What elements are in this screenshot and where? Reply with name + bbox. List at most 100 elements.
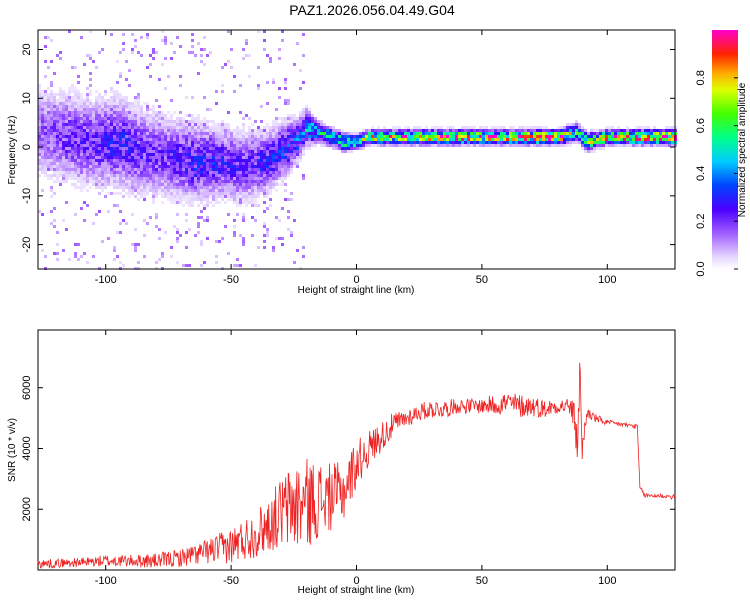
spectrogram-cell <box>119 120 122 123</box>
spectrogram-cell <box>473 135 476 138</box>
spectrogram-cell <box>92 108 95 111</box>
spectrogram-cell <box>281 144 284 147</box>
spectrogram-cell <box>134 108 137 111</box>
spectrogram-cell <box>356 141 359 144</box>
spectrogram-cell <box>230 138 233 141</box>
spectrogram-cell <box>170 201 173 204</box>
spectrogram-cell <box>122 177 125 180</box>
spectrogram-cell <box>245 153 248 156</box>
spectrogram-cell <box>107 147 110 150</box>
spectrogram-cell <box>71 132 74 135</box>
spectrogram-cell <box>59 57 62 60</box>
spectrogram-cell <box>191 51 194 54</box>
spectrogram-cell <box>215 198 218 201</box>
spectrogram-cell <box>140 105 143 108</box>
spectrogram-cell <box>122 162 125 165</box>
spectrogram-cell <box>110 105 113 108</box>
spectrogram-cell <box>248 201 251 204</box>
spectrogram-cell <box>200 192 203 195</box>
spectrogram-cell <box>278 147 281 150</box>
spectrogram-cell <box>152 150 155 153</box>
spectrogram-cell <box>125 129 128 132</box>
spectrogram-cell <box>251 180 254 183</box>
spectrogram-cell <box>176 186 179 189</box>
spectrogram-cell <box>116 96 119 99</box>
spectrogram-cell <box>119 186 122 189</box>
spectrogram-cell <box>89 150 92 153</box>
spectrogram-cell <box>473 144 476 147</box>
spectrogram-cell <box>428 141 431 144</box>
spectrogram-cell <box>134 102 137 105</box>
spectrogram-cell <box>248 186 251 189</box>
spectrogram-cell <box>494 135 497 138</box>
spectrogram-cell <box>155 156 158 159</box>
spectrogram-cell <box>59 144 62 147</box>
spectrogram-cell <box>398 141 401 144</box>
spectrogram-cell <box>629 129 632 132</box>
spectrogram-cell <box>41 90 44 93</box>
spectrogram-cell <box>539 132 542 135</box>
spectrogram-cell <box>431 135 434 138</box>
spectrogram-cell <box>251 189 254 192</box>
spectrogram-cell <box>269 183 272 186</box>
spectrogram-cell <box>275 168 278 171</box>
spectrogram-cell <box>179 162 182 165</box>
spectrogram-cell <box>560 141 563 144</box>
spectrogram-cell <box>170 171 173 174</box>
spectrogram-cell <box>269 159 272 162</box>
spectrogram-cell <box>80 123 83 126</box>
spectrogram-cell <box>644 138 647 141</box>
spectrogram-cell <box>419 126 422 129</box>
spectrogram-cell <box>242 189 245 192</box>
spectrogram-cell <box>71 177 74 180</box>
spectrogram-cell <box>281 132 284 135</box>
spectrogram-cell <box>287 153 290 156</box>
spectrogram-cell <box>47 66 50 69</box>
spectrogram-cell <box>272 186 275 189</box>
spectrogram-cell <box>581 135 584 138</box>
spectrogram-cell <box>251 138 254 141</box>
spectrogram-cell <box>128 111 131 114</box>
spectrogram-cell <box>47 174 50 177</box>
spectrogram-cell <box>407 138 410 141</box>
spectrogram-cell <box>74 177 77 180</box>
spectrogram-cell <box>206 54 209 57</box>
spectrogram-cell <box>221 177 224 180</box>
spectrogram-cell <box>533 138 536 141</box>
spectrogram-cell <box>266 183 269 186</box>
spectrogram-cell <box>101 150 104 153</box>
spectrogram-cell <box>77 150 80 153</box>
spectrogram-cell <box>575 126 578 129</box>
spectrogram-cell <box>62 180 65 183</box>
spectrogram-cell <box>89 132 92 135</box>
spectrogram-cell <box>110 129 113 132</box>
spectrogram-cell <box>50 108 53 111</box>
spectrogram-cell <box>176 228 179 231</box>
spectrogram-cell <box>383 132 386 135</box>
spectrogram-cell <box>194 174 197 177</box>
spectrogram-cell <box>185 195 188 198</box>
spectrogram-cell <box>68 159 71 162</box>
spectrogram-cell <box>134 189 137 192</box>
spectrogram-cell <box>191 195 194 198</box>
spectrogram-cell <box>56 174 59 177</box>
spectrogram-cell <box>161 177 164 180</box>
spectrogram-cell <box>500 141 503 144</box>
spectrogram-cell <box>302 147 305 150</box>
spectrogram-cell <box>413 138 416 141</box>
spectrogram-cell <box>86 159 89 162</box>
spectrogram-cell <box>344 135 347 138</box>
spectrogram-cell <box>209 153 212 156</box>
figure-title: PAZ1.2026.056.04.49.G04 <box>289 2 455 18</box>
spectrogram-cell <box>269 168 272 171</box>
spectrogram-cell <box>395 135 398 138</box>
spectrogram-cell <box>281 237 284 240</box>
spectrogram-cell <box>74 108 77 111</box>
spectrogram-cell <box>65 174 68 177</box>
spectrogram-cell <box>263 39 266 42</box>
spectrogram-cell <box>59 123 62 126</box>
spectrogram-cell <box>560 126 563 129</box>
spectrogram-cell <box>566 135 569 138</box>
spectrogram-cell <box>362 141 365 144</box>
